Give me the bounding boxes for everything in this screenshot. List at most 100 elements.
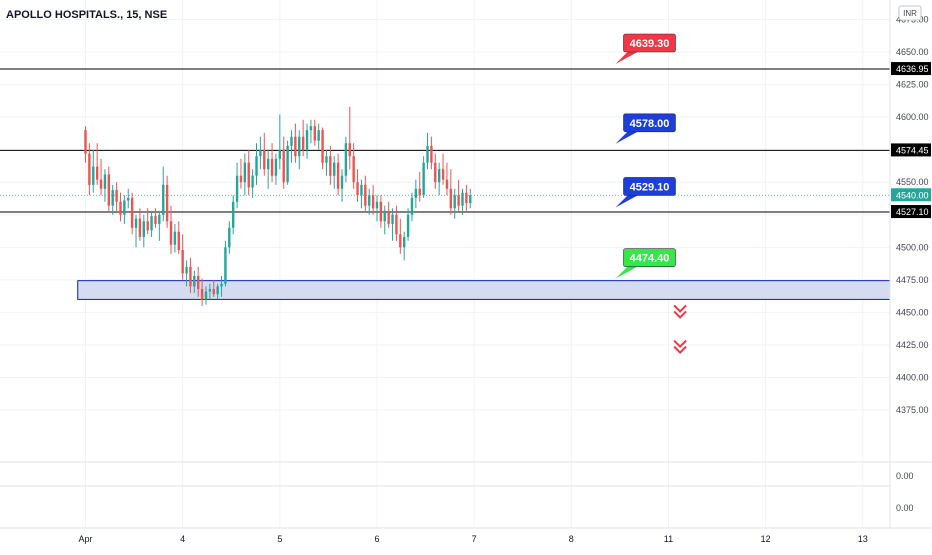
- indicator-tick-label: 0.00: [896, 503, 914, 513]
- candle-body: [449, 188, 453, 209]
- candle-body: [224, 247, 227, 284]
- candle-body: [340, 175, 344, 189]
- callout-box: [623, 33, 676, 53]
- candle-body: [437, 169, 441, 183]
- candle-body: [197, 275, 200, 289]
- level-label-bg: [891, 62, 931, 76]
- candle-body: [150, 216, 153, 231]
- candle-body: [336, 162, 340, 189]
- candle-body: [84, 130, 87, 154]
- candle-body: [371, 195, 375, 209]
- candle-body: [441, 169, 445, 180]
- down-arrows: [673, 304, 687, 354]
- candle-body: [379, 201, 383, 222]
- candle-body: [422, 162, 425, 196]
- time-tick-label: Apr: [78, 534, 92, 544]
- callout-label: 4474.40: [630, 253, 670, 265]
- candle-body: [317, 130, 320, 141]
- candle-body: [445, 179, 449, 189]
- candle-body: [356, 182, 359, 196]
- candle-body: [243, 162, 247, 183]
- candle-body: [290, 136, 293, 146]
- candle-body: [111, 190, 114, 206]
- candle-body: [414, 188, 418, 198]
- level-label: 4574.45: [896, 145, 929, 155]
- candle-body: [286, 145, 289, 183]
- time-tick-label: 8: [569, 534, 574, 544]
- candle-body: [177, 231, 180, 250]
- time-tick-label: 12: [761, 534, 771, 544]
- candle-body: [228, 227, 231, 248]
- candle-body: [426, 145, 429, 163]
- candle-body: [95, 166, 99, 180]
- candle-body: [162, 184, 165, 215]
- level-label: 4540.00: [896, 190, 929, 200]
- candle-body: [204, 291, 208, 300]
- candle-body: [247, 162, 250, 188]
- candle-body: [469, 195, 472, 204]
- candle-body: [364, 184, 367, 206]
- price-callouts: 4639.30 4578.00 4529.10 4474.40: [615, 33, 676, 279]
- time-tick-label: 4: [180, 534, 185, 544]
- time-tick-label: 13: [858, 534, 868, 544]
- candle-body: [344, 143, 348, 176]
- candle-body: [99, 179, 103, 189]
- candle-body: [399, 234, 402, 248]
- candles: [84, 106, 472, 306]
- price-tick-label: 4400.00: [896, 373, 929, 383]
- candle-body: [235, 175, 239, 202]
- symbol-title: APOLLO HOSPITALS., 15, NSE: [6, 9, 167, 21]
- candle-body: [434, 162, 437, 183]
- candle-body: [158, 214, 161, 224]
- candle-body: [368, 195, 371, 206]
- candle-body: [88, 153, 91, 185]
- price-tick-label: 4600.00: [896, 112, 929, 122]
- level-label-bg: [891, 205, 931, 219]
- support-zone: [77, 280, 891, 300]
- candle-body: [251, 175, 254, 188]
- time-tick-label: 7: [472, 534, 477, 544]
- callout-label: 4639.30: [630, 38, 670, 50]
- candle-body: [154, 216, 157, 224]
- candle-body: [282, 149, 285, 183]
- candle-body: [383, 210, 386, 222]
- candle-body: [402, 236, 406, 248]
- candle-body: [360, 184, 363, 196]
- candle-body: [173, 231, 177, 245]
- price-tick-label: 4450.00: [896, 307, 929, 317]
- currency-label: INR: [903, 9, 917, 18]
- indicator-pane: 0.00 0.00: [0, 461, 932, 513]
- candle-body: [348, 143, 351, 157]
- candle-body: [200, 288, 204, 300]
- candle-body: [301, 136, 305, 150]
- candle-body: [410, 197, 414, 215]
- down-arrow-icon: [673, 339, 687, 348]
- price-tick-label: 4475.00: [896, 275, 929, 285]
- candle-body: [461, 192, 464, 206]
- candle-body: [138, 218, 142, 237]
- callout-label: 4578.00: [630, 118, 670, 130]
- currency-badge[interactable]: [898, 5, 922, 21]
- down-arrow-icon: [673, 310, 687, 319]
- callout-box: [623, 113, 676, 133]
- callout-label: 4529.10: [630, 181, 670, 193]
- candle-body: [263, 149, 266, 170]
- candle-body: [189, 266, 192, 287]
- callout-pointer: [615, 195, 638, 208]
- candle-body: [352, 156, 355, 183]
- candle-body: [465, 192, 468, 204]
- level-label-bg: [891, 143, 931, 157]
- candle-body: [193, 275, 196, 287]
- candle-body: [329, 156, 332, 176]
- level-label: 4636.95: [896, 64, 929, 74]
- candle-body: [123, 200, 126, 215]
- price-tick-label: 4500.00: [896, 242, 929, 252]
- candle-body: [294, 136, 297, 157]
- candle-body: [457, 195, 460, 206]
- candle-body: [130, 197, 134, 228]
- callout-box: [623, 177, 676, 196]
- time-tick-label: 5: [277, 534, 282, 544]
